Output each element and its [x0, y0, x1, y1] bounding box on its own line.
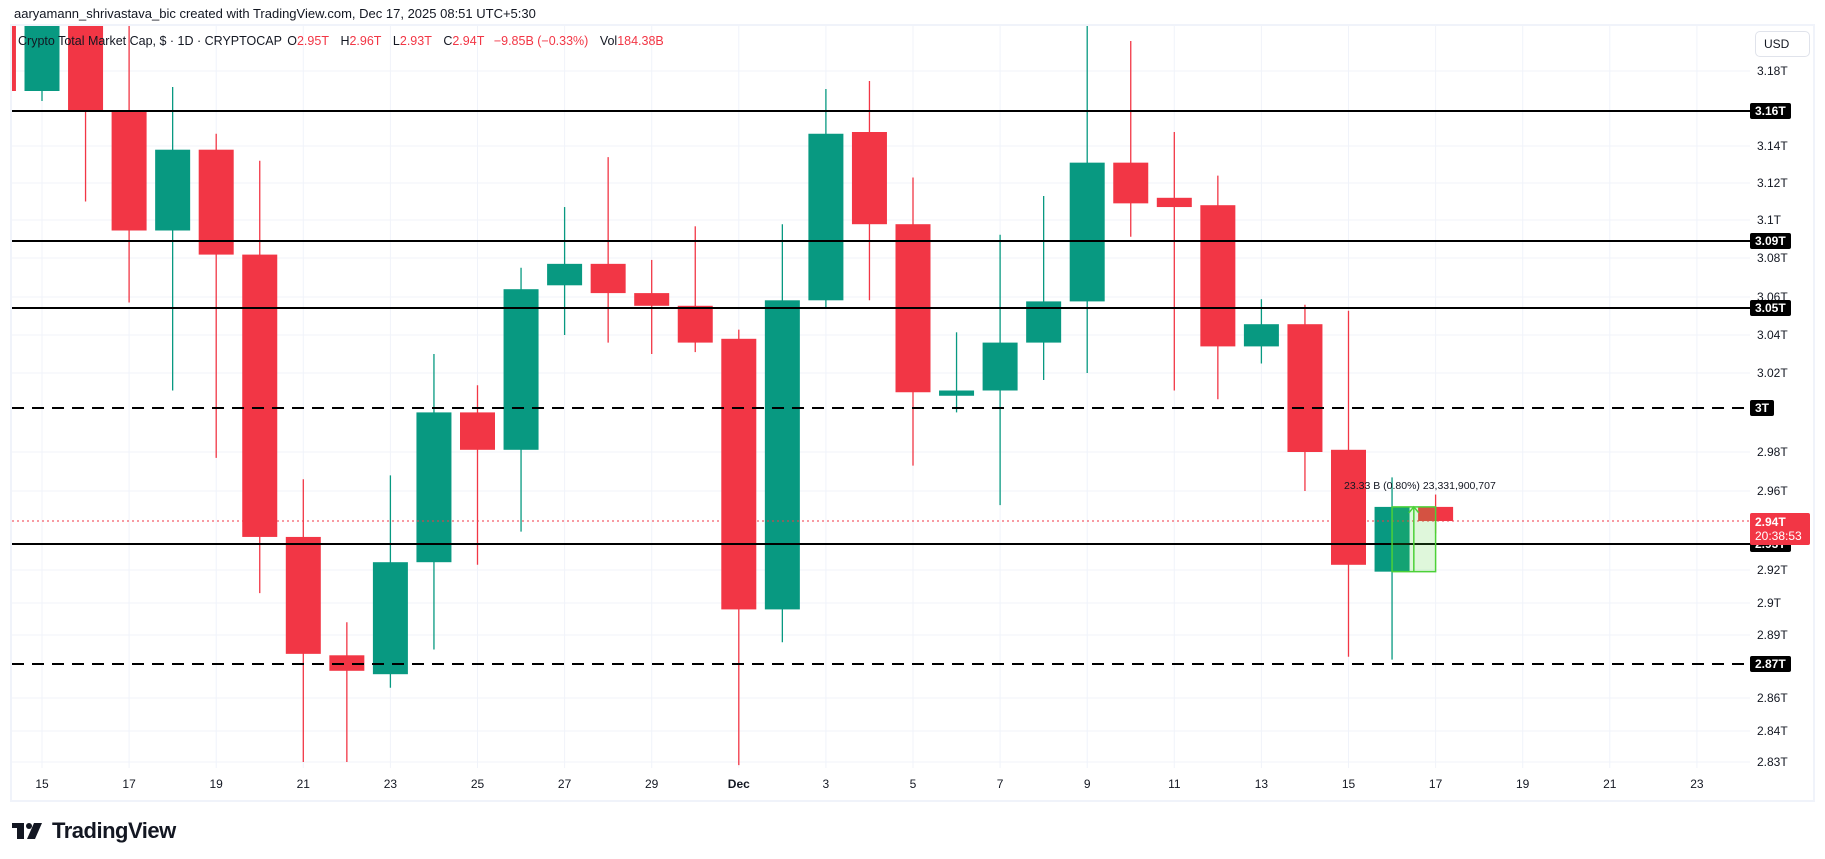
price-tick-label: 3.1T [1757, 213, 1782, 227]
date-tick-label: 11 [1168, 777, 1181, 791]
candle-body[interactable] [503, 289, 539, 450]
candle-body[interactable] [372, 562, 408, 675]
level-price-badge: 3.05T [1750, 300, 1791, 316]
date-tick-label: 13 [1254, 777, 1269, 791]
candle-body[interactable] [198, 149, 234, 255]
date-tick-label: 5 [909, 777, 917, 791]
date-tick-label: 25 [470, 777, 485, 791]
candle-body[interactable] [155, 149, 191, 231]
price-tick-label: 2.86T [1757, 691, 1788, 705]
chart-attribution: aaryamann_shrivastava_bic created with T… [14, 6, 536, 21]
candle-body[interactable] [1113, 162, 1149, 204]
date-tick-label: 3 [822, 777, 830, 791]
open-value: 2.95T [296, 34, 329, 48]
candle-body[interactable] [851, 132, 887, 225]
candle-body[interactable] [764, 300, 800, 610]
candle-body[interactable] [111, 111, 147, 231]
candle-body[interactable] [329, 655, 365, 671]
chart-plot-area[interactable]: 23.33 B (0.80%) 23,331,900,707 [12, 26, 1750, 768]
candle-body[interactable] [416, 412, 452, 563]
date-tick-label: 9 [1083, 777, 1091, 791]
date-tick-label: 17 [122, 777, 136, 791]
price-tick-label: 3.12T [1757, 176, 1788, 190]
candle-body[interactable] [1287, 324, 1323, 452]
price-tick-label: 2.89T [1757, 628, 1788, 642]
price-tick-label: 2.83T [1757, 755, 1788, 769]
price-tick-label: 3.18T [1757, 64, 1788, 78]
candle-body[interactable] [677, 305, 713, 343]
price-tick-label: 3.08T [1757, 251, 1788, 265]
bar-countdown: 20:38:53 [1755, 529, 1802, 544]
candle-body[interactable] [590, 263, 626, 294]
level-price-badge: 3T [1750, 400, 1775, 416]
candle-body[interactable] [1243, 324, 1279, 347]
measure-arrow-head [1408, 505, 1420, 514]
level-price-badge: 2.87T [1750, 656, 1791, 672]
high-value: 2.96T [349, 34, 382, 48]
candle-body[interactable] [939, 390, 975, 396]
low-value: 2.93T [399, 34, 432, 48]
candle-body[interactable] [634, 293, 670, 306]
low-label: L [392, 34, 400, 48]
level-price-badge: 3.16T [1750, 103, 1791, 119]
candle-body[interactable] [460, 412, 495, 450]
candle-body[interactable] [1200, 205, 1236, 347]
candle-body[interactable] [547, 263, 583, 286]
price-tick-label: 3.04T [1757, 328, 1788, 342]
candle-body[interactable] [1331, 449, 1366, 565]
tradingview-logo-icon [12, 823, 42, 839]
price-tick-label: 2.92T [1757, 563, 1788, 577]
price-tick-label: 2.9T [1757, 596, 1782, 610]
date-tick-label: 17 [1428, 777, 1443, 791]
price-tick-label: 3.02T [1757, 366, 1788, 380]
date-tick-label: 23 [383, 777, 398, 791]
level-price-badge: 3.09T [1750, 233, 1791, 249]
volume-value: 184.38B [617, 34, 664, 48]
high-label: H [340, 34, 350, 48]
price-tick-label: 3.14T [1757, 139, 1788, 153]
chart-frame [10, 24, 1815, 802]
tradingview-logo[interactable]: TradingView [12, 818, 176, 844]
volume-label: Vol [599, 34, 618, 48]
current-price: 2.94T [1755, 515, 1786, 530]
candle-body[interactable] [285, 536, 321, 654]
candlestick-chart[interactable]: 23.33 B (0.80%) 23,331,900,707 [12, 26, 1750, 768]
date-tick-label: 15 [35, 777, 49, 791]
close-label: C [443, 34, 453, 48]
date-tick-label: 29 [645, 777, 659, 791]
candle-body[interactable] [24, 26, 60, 91]
candle-body[interactable] [808, 133, 844, 301]
price-tick-label: 2.98T [1757, 445, 1788, 459]
date-tick-label: 23 [1690, 777, 1704, 791]
tradingview-wordmark: TradingView [52, 818, 176, 843]
time-axis[interactable]: 15 17 19 21 23 25 27 29 Dec 3 5 7 9 11 13 15 17 19 21 23 [12, 768, 1750, 800]
candle-body[interactable] [1156, 197, 1192, 208]
candle-body[interactable] [721, 338, 757, 610]
candle-body[interactable] [982, 342, 1018, 391]
candle-body[interactable] [242, 254, 278, 537]
currency-selector[interactable]: USD [1755, 31, 1810, 57]
date-tick-label: 21 [1603, 777, 1617, 791]
open-label: O [287, 34, 297, 48]
price-tick-label: 2.84T [1757, 724, 1788, 738]
candle-body[interactable] [12, 26, 16, 91]
date-tick-label: 15 [1341, 777, 1356, 791]
date-tick-label: 19 [1516, 777, 1530, 791]
candle-body[interactable] [1069, 162, 1105, 302]
date-tick-label: 21 [296, 777, 310, 791]
measure-label: 23.33 B (0.80%) 23,331,900,707 [1344, 480, 1496, 492]
close-value: 2.94T [452, 34, 485, 48]
date-tick-label: Dec [727, 777, 750, 791]
date-tick-label: 27 [557, 777, 572, 791]
date-tick-label: 19 [209, 777, 223, 791]
date-tick-label: 7 [996, 777, 1004, 791]
change-value: −9.85B (−0.33%) [493, 34, 589, 48]
price-tick-label: 2.96T [1757, 484, 1788, 498]
symbol-title[interactable]: Crypto Total Market Cap, $ · 1D · CRYPTO… [18, 34, 282, 48]
candle-body[interactable] [68, 26, 104, 111]
current-price-badge: 2.94T 20:38:53 [1750, 513, 1810, 546]
chart-legend: Crypto Total Market Cap, $ · 1D · CRYPTO… [18, 34, 670, 48]
